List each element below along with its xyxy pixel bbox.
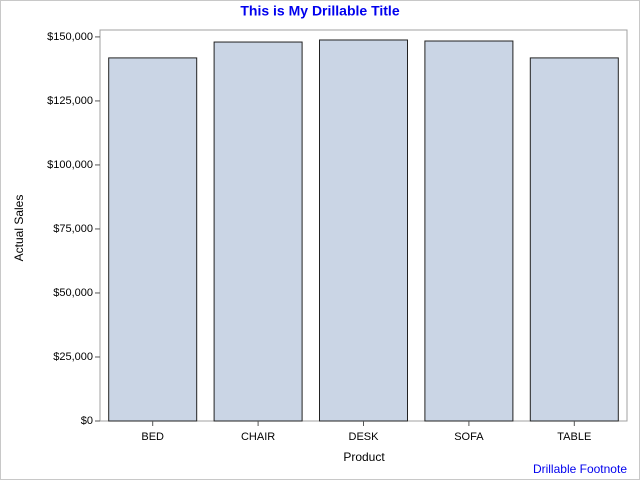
y-tick-label: $125,000: [47, 95, 93, 107]
y-tick-label: $75,000: [53, 223, 93, 235]
y-tick-label: $50,000: [53, 287, 93, 299]
y-tick-label: $100,000: [47, 159, 93, 171]
y-axis-label: Actual Sales: [12, 195, 26, 262]
y-tick-label: $0: [81, 415, 93, 427]
bar[interactable]: [213, 41, 303, 422]
x-tick-label: SOFA: [454, 431, 484, 443]
x-axis-label: Product: [343, 450, 385, 464]
bar[interactable]: [424, 40, 514, 422]
footnote[interactable]: Drillable Footnote: [533, 462, 627, 476]
x-tick-label: DESK: [349, 431, 380, 443]
bar[interactable]: [108, 57, 198, 422]
bar[interactable]: [529, 57, 619, 422]
x-tick-label: CHAIR: [241, 431, 275, 443]
y-tick-label: $25,000: [53, 351, 93, 363]
x-tick-label: TABLE: [557, 431, 591, 443]
chart-title[interactable]: This is My Drillable Title: [240, 3, 399, 19]
y-tick-label: $150,000: [47, 31, 93, 43]
x-tick-label: BED: [141, 431, 164, 443]
bar[interactable]: [319, 39, 408, 422]
